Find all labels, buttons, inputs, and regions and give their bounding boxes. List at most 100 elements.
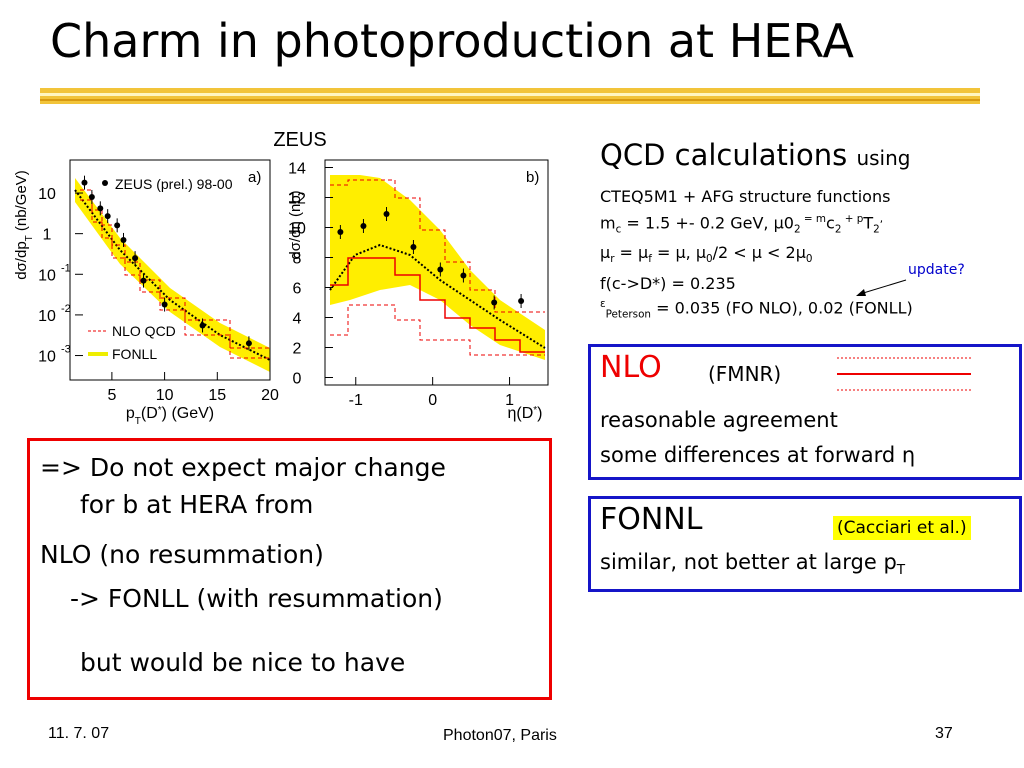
x-axis-label: pT(D*) (GeV) — [126, 405, 214, 427]
label-part: * — [533, 405, 537, 416]
data-point — [97, 205, 104, 212]
conclusion-box — [27, 438, 552, 700]
data-point — [460, 272, 467, 279]
x-tick-label: 15 — [208, 387, 226, 404]
data-point — [360, 223, 367, 229]
data-point — [104, 213, 111, 220]
update-note: update? — [908, 262, 965, 278]
label-part: η(D — [507, 405, 533, 422]
fonnl-line-sub: T — [896, 562, 906, 579]
text-part: = 0.035 (FO NLO), 0.02 (FONLL) — [651, 298, 913, 318]
data-point — [161, 301, 168, 308]
y-tick-label: 12 — [288, 191, 306, 208]
qcd-line: εPeterson = 0.035 (FO NLO), 0.02 (FONLL) — [600, 298, 913, 321]
text-part: r — [610, 253, 615, 266]
legend-nlo: NLO QCD — [112, 323, 176, 339]
y-tick-label: 10 — [38, 308, 56, 325]
fonnl-name: FONNL — [600, 502, 703, 537]
nlo-legend-lines — [837, 357, 971, 391]
data-point — [114, 222, 121, 229]
fonnl-line: similar, not better at large pT — [600, 550, 905, 578]
label-part: (nb/GeV) — [13, 170, 30, 235]
label-part: ) (GeV) — [162, 405, 214, 422]
y-tick-label: 14 — [288, 161, 306, 178]
label-part: dσ/dp — [13, 241, 30, 279]
nlo-name: NLO — [600, 350, 662, 385]
text-part: c — [826, 213, 835, 233]
experiment-label: ZEUS — [273, 129, 326, 151]
data-point — [140, 277, 147, 284]
data-point — [245, 340, 252, 347]
conclusion-line: -> FONLL (with resummation) — [70, 584, 443, 613]
nlo-line: some differences at forward η — [600, 443, 916, 467]
y-tick-label: 8 — [293, 251, 302, 268]
label-part: ) — [537, 405, 542, 422]
x-tick-label: 1 — [505, 392, 514, 409]
data-point — [491, 299, 498, 306]
text-part: 0 — [805, 253, 813, 266]
footer-date: 11. 7. 07 — [48, 725, 110, 742]
label-part: (D — [141, 405, 158, 422]
nlo-box — [588, 344, 1022, 480]
data-point — [120, 236, 127, 243]
nlo-line: reasonable agreement — [600, 408, 838, 432]
y-tick-label: 10 — [288, 221, 306, 238]
data-point — [383, 211, 390, 217]
text-part: = m — [800, 213, 827, 225]
y-tick-exponent: -2 — [61, 303, 71, 315]
conclusion-line: NLO (no resummation) — [40, 540, 324, 569]
text-part: f — [648, 253, 652, 266]
data-point — [88, 193, 95, 200]
data-point — [518, 298, 525, 304]
x-tick-label: 20 — [261, 387, 279, 404]
footer-page: 37 — [935, 725, 953, 742]
data-point — [410, 244, 417, 250]
x-axis-label: η(D*) — [507, 405, 542, 423]
data-point — [132, 255, 139, 262]
text-part: ε — [600, 298, 606, 310]
fonnl-ref: (Cacciari et al.) — [833, 516, 971, 540]
conclusion-line: for b at HERA from — [80, 490, 314, 519]
qcd-heading-small: using — [856, 146, 911, 170]
qcd-heading-main: QCD calculations — [600, 138, 848, 172]
label-part: T — [24, 235, 35, 241]
text-part: 0 — [783, 213, 794, 233]
y-tick-label: 10 — [38, 349, 56, 366]
x-tick-label: -1 — [349, 392, 363, 409]
footer-venue: Photon07, Paris — [443, 727, 557, 744]
data-point — [437, 266, 444, 273]
y-tick-label: 10 — [38, 186, 56, 203]
text-part: m — [600, 213, 616, 233]
conclusion-line: but would be nice to have — [80, 648, 406, 677]
qcd-line: CTEQ5M1 + AFG structure functions — [600, 187, 891, 206]
label-part: T — [135, 416, 141, 427]
qcd-heading: QCD calculations using — [600, 138, 910, 172]
panel-label: a) — [248, 169, 261, 186]
text-part: μ — [600, 243, 611, 262]
text-part: , — [879, 213, 884, 225]
x-tick-label: 5 — [107, 387, 116, 404]
text-part: 0 — [706, 253, 713, 266]
qcd-line: μr = μf = μ, μ0/2 < μ < 2μ0 — [600, 243, 813, 265]
y-tick-exponent: -3 — [61, 344, 71, 356]
text-part: + p — [841, 213, 864, 225]
text-part: Peterson — [605, 308, 652, 321]
x-tick-label: 0 — [428, 392, 437, 409]
y-tick-exponent: -1 — [61, 262, 71, 274]
title-underline — [40, 88, 980, 104]
legend-data: ZEUS (prel.) 98-00 — [115, 176, 233, 192]
y-tick-label: 10 — [38, 267, 56, 284]
qcd-line: mc = 1.5 +- 0.2 GeV, μ02 = mc2 + pT2, — [600, 213, 883, 236]
nlo-ref: (FMNR) — [708, 362, 782, 386]
legend-fonll: FONLL — [112, 346, 157, 362]
y-tick-label: 6 — [293, 281, 302, 298]
text-part: = μ, μ — [651, 243, 707, 262]
y-tick-label: 2 — [293, 341, 302, 358]
label-part: * — [158, 405, 162, 416]
data-point — [199, 322, 206, 329]
slide-title: Charm in photoproduction at HERA — [50, 14, 854, 68]
fonnl-box — [588, 496, 1022, 592]
y-axis-label: dσ/dpT (nb/GeV) — [13, 170, 35, 280]
x-tick-label: 10 — [156, 387, 174, 404]
